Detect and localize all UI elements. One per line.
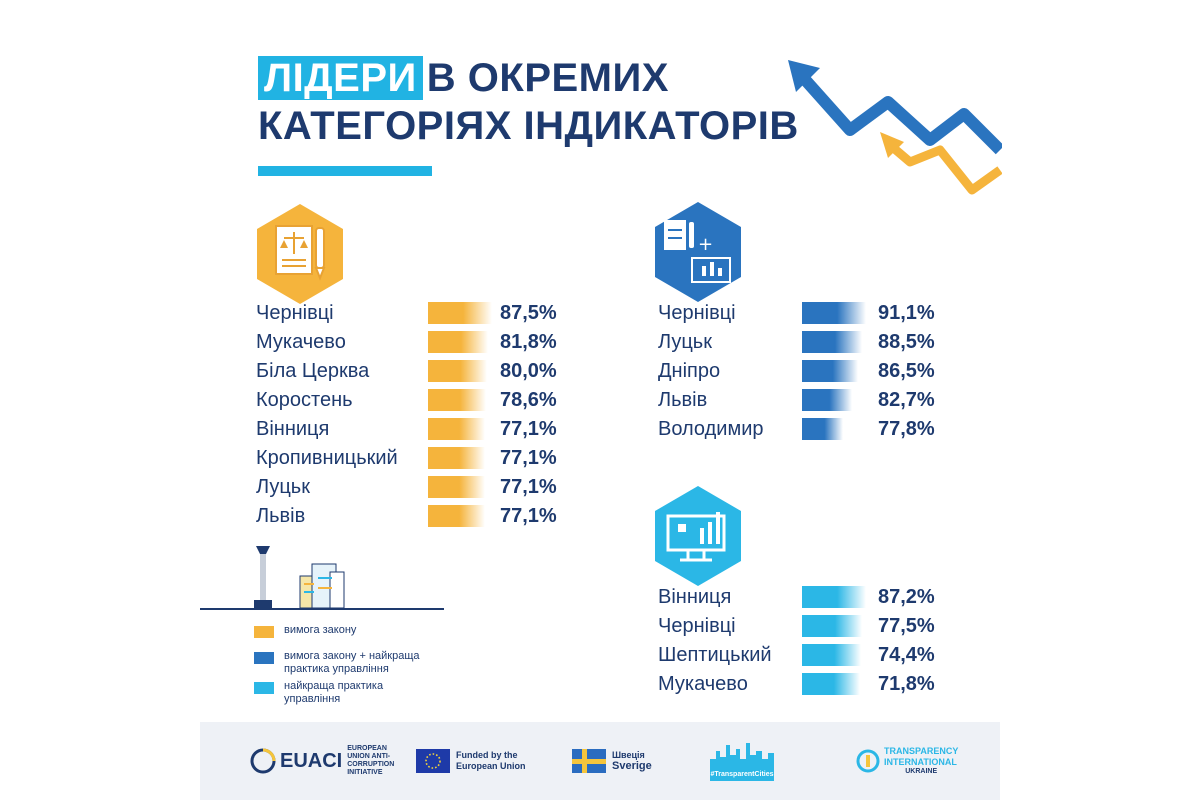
city-monument-illustration	[200, 546, 444, 610]
city-label: Вінниця	[256, 418, 330, 440]
city-label: Львів	[658, 389, 708, 411]
bar	[428, 476, 485, 498]
city-label: Чернівці	[658, 615, 736, 637]
title-line-2: КАТЕГОРІЯХ ІНДИКАТОРІВ	[258, 104, 799, 148]
value-label: 80,0%	[500, 360, 557, 382]
value-label: 77,1%	[500, 447, 557, 469]
eu-funded-logo: Funded by the European Union	[416, 722, 536, 800]
legend-swatch	[254, 682, 274, 694]
value-label: 78,6%	[500, 389, 557, 411]
ti-line2: INTERNATIONAL	[884, 757, 957, 767]
city-label: Чернівці	[658, 302, 736, 324]
value-label: 91,1%	[878, 302, 935, 324]
bar	[428, 360, 487, 382]
eu-funded-text: Funded by the European Union	[456, 750, 526, 771]
euaci-subtitle: EUROPEAN UNION ANTI-CORRUPTION INITIATIV…	[347, 745, 395, 776]
city-label: Кропивницький	[256, 447, 398, 469]
title-line1-rest: В ОКРЕМИХ	[426, 56, 669, 100]
value-label: 87,5%	[500, 302, 557, 324]
svg-text:+: +	[698, 234, 713, 255]
city-label: Коростень	[256, 389, 353, 411]
euaci-emblem-icon	[250, 748, 276, 774]
value-label: 88,5%	[878, 331, 935, 353]
city-label: Шептицький	[658, 644, 772, 666]
city-label: Чернівці	[256, 302, 334, 324]
value-label: 77,1%	[500, 505, 557, 527]
value-label: 86,5%	[878, 360, 935, 382]
legend-swatch	[254, 652, 274, 664]
sweden-sv: Sverige	[612, 760, 652, 772]
legend-label: вимога закону + найкраща практика управл…	[284, 650, 420, 675]
law-requirement-icon	[254, 202, 346, 306]
sweden-logo: Швеція Sverige	[572, 722, 652, 800]
bar	[802, 586, 866, 608]
bar	[428, 418, 485, 440]
euaci-name: EUACI	[280, 749, 343, 772]
legend-label: вимога закону	[284, 624, 357, 636]
bar	[802, 615, 862, 637]
title-line-1: ЛІДЕРИ В ОКРЕМИХ	[258, 54, 799, 102]
page-title: ЛІДЕРИ В ОКРЕМИХ КАТЕГОРІЯХ ІНДИКАТОРІВ	[258, 54, 799, 150]
transparent-cities-badge: #TransparentCities	[710, 741, 774, 781]
bar	[428, 447, 485, 469]
ti-line3: UKRAINE	[905, 768, 938, 775]
eu-flag-icon	[416, 749, 450, 773]
bar	[802, 389, 852, 411]
city-label: Львів	[256, 505, 306, 527]
bar	[428, 505, 485, 527]
value-label: 74,4%	[878, 644, 935, 666]
city-label: Мукачево	[658, 673, 748, 695]
transparent-cities-logo: #TransparentCities	[710, 722, 774, 800]
value-label: 82,7%	[878, 389, 935, 411]
city-label: Дніпро	[658, 360, 721, 382]
trend-arrows-icon	[788, 60, 1002, 195]
ti-emblem-icon	[856, 749, 880, 773]
value-label: 77,1%	[500, 476, 557, 498]
sweden-ua: Швеція	[612, 750, 645, 760]
transparent-cities-tag: #TransparentCities	[710, 769, 774, 781]
bar	[802, 360, 858, 382]
value-label: 77,8%	[878, 418, 935, 440]
legend-swatch	[254, 626, 274, 638]
bar	[802, 302, 866, 324]
city-label: Мукачево	[256, 331, 346, 353]
euaci-logo: EUACI EUROPEAN UNION ANTI-CORRUPTION INI…	[250, 722, 409, 800]
bar	[428, 302, 492, 324]
value-label: 81,8%	[500, 331, 557, 353]
value-label: 77,5%	[878, 615, 935, 637]
value-label: 87,2%	[878, 586, 935, 608]
city-label: Біла Церква	[256, 360, 370, 382]
value-label: 77,1%	[500, 418, 557, 440]
skyline-icon	[710, 743, 774, 769]
bar	[802, 418, 843, 440]
bar	[802, 673, 860, 695]
bar	[428, 331, 488, 353]
title-underline	[258, 166, 432, 176]
bar	[802, 644, 861, 666]
bar	[428, 389, 486, 411]
value-label: 71,8%	[878, 673, 935, 695]
law-plus-practice-icon: +	[652, 200, 744, 304]
ti-line1: TRANSPARENCY	[884, 746, 959, 756]
title-highlight: ЛІДЕРИ	[258, 56, 423, 100]
city-label: Луцьк	[658, 331, 712, 353]
best-practice-icon	[652, 484, 744, 588]
city-label: Вінниця	[658, 586, 732, 608]
footer-logos: EUACI EUROPEAN UNION ANTI-CORRUPTION INI…	[200, 722, 1000, 800]
sweden-flag-icon	[572, 749, 606, 773]
bar	[802, 331, 862, 353]
city-label: Луцьк	[256, 476, 310, 498]
city-label: Володимир	[658, 418, 764, 440]
ti-ukraine-logo: TRANSPARENCY INTERNATIONAL UKRAINE	[856, 722, 958, 800]
legend-label: найкраща практика управління	[284, 680, 384, 705]
